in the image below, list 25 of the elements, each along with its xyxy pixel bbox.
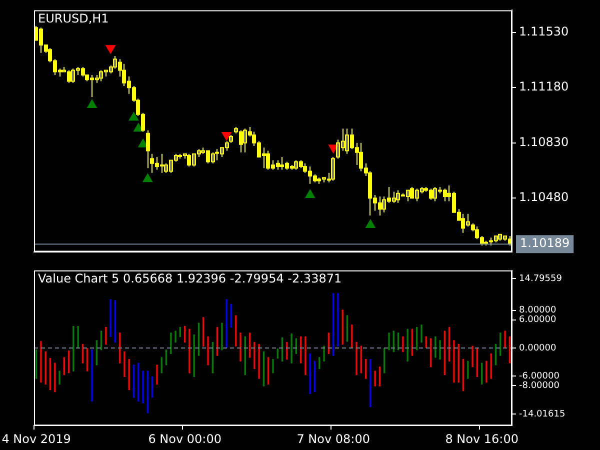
point <box>128 112 139 121</box>
y-tick-label: 14.79559 <box>519 274 562 284</box>
y-tick-label: 1.11180 <box>519 80 569 94</box>
y-tick-label: -14.01615 <box>519 409 566 420</box>
point <box>134 123 144 132</box>
y-tick-label: 6.00000 <box>519 315 556 326</box>
chart-title: Value Chart 5 0.65668 1.92396 -2.79954 -2.33871 <box>38 272 342 286</box>
point <box>366 219 376 228</box>
y-tick-label: 0.00000 <box>519 343 556 354</box>
y-tick-label: -6.00000 <box>519 372 560 382</box>
y-tick-label: 8.00000 <box>519 306 556 316</box>
ref-line-label: 1.10189 <box>520 236 570 250</box>
chart-title: EURUSD,H1 <box>38 11 109 26</box>
y-tick-label: 1.11530 <box>519 24 569 38</box>
candlestick <box>331 157 335 181</box>
y-tick-label: 1.10480 <box>519 190 569 204</box>
point <box>142 174 153 182</box>
x-tick-label: 7 Nov 08:00 <box>296 432 370 446</box>
point <box>305 189 315 198</box>
x-tick-label: 4 Nov 2019 <box>2 432 71 446</box>
x-tick-label: 8 Nov 16:00 <box>445 432 518 446</box>
x-tick-label: 6 Nov 00:00 <box>148 432 222 446</box>
y-tick-label: -8.00000 <box>519 380 560 391</box>
point <box>87 99 97 108</box>
y-tick-label: 1.10830 <box>519 134 569 149</box>
